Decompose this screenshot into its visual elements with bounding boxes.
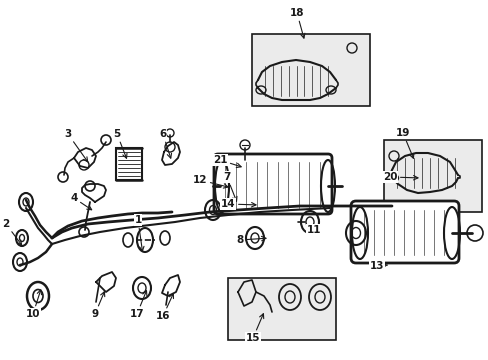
Text: 3: 3 <box>64 129 87 162</box>
Text: 17: 17 <box>129 291 146 319</box>
Text: 14: 14 <box>220 199 255 209</box>
Text: 12: 12 <box>192 175 227 188</box>
Text: 16: 16 <box>156 294 173 321</box>
FancyBboxPatch shape <box>350 201 458 263</box>
Text: 1: 1 <box>134 215 143 251</box>
Bar <box>251 34 369 106</box>
Text: 15: 15 <box>245 314 263 343</box>
Text: 18: 18 <box>289 8 304 38</box>
Bar <box>383 140 481 212</box>
Text: 13: 13 <box>369 261 387 271</box>
Bar <box>116 148 142 180</box>
Text: 9: 9 <box>91 292 104 319</box>
Text: 21: 21 <box>212 155 241 167</box>
Bar <box>227 278 335 340</box>
Text: 4: 4 <box>70 193 91 210</box>
Text: 8: 8 <box>236 235 265 245</box>
FancyBboxPatch shape <box>214 154 331 214</box>
Text: 7: 7 <box>223 172 237 201</box>
Text: 11: 11 <box>306 225 321 235</box>
Text: 6: 6 <box>159 129 171 158</box>
Text: 5: 5 <box>113 129 127 158</box>
Text: 10: 10 <box>26 290 41 319</box>
Text: 20: 20 <box>382 172 417 182</box>
Text: 19: 19 <box>395 128 413 158</box>
Circle shape <box>240 140 249 150</box>
Text: 2: 2 <box>2 219 21 245</box>
